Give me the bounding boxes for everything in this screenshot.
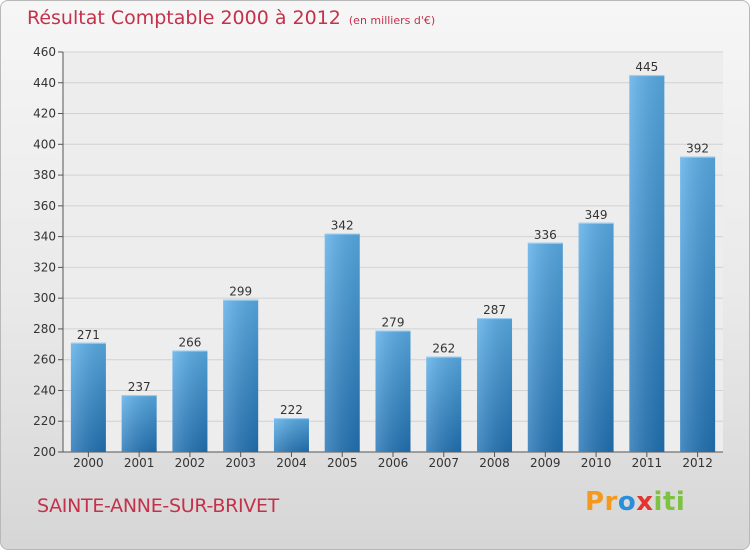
x-tick-label-2012: 2012 [682,456,713,470]
y-tick-label: 200 [33,445,56,459]
x-tick-label-2002: 2002 [175,456,206,470]
commune-name: SAINTE-ANNE-SUR-BRIVET [37,495,279,517]
y-tick-label: 380 [33,168,56,182]
y-tick-label: 340 [33,230,56,244]
value-label-2010: 349 [585,208,608,222]
y-tick-label: 400 [33,137,56,151]
x-tick-label-2006: 2006 [378,456,409,470]
value-label-2012: 392 [686,142,709,156]
bar-shade-2005 [324,233,360,452]
y-tick-label: 440 [33,76,56,90]
x-tick-label-2004: 2004 [276,456,307,470]
value-label-2011: 445 [635,60,658,74]
value-label-2004: 222 [280,403,303,417]
proxiti-logo[interactable]: Proxiti [585,487,686,517]
chart-title-text: Résultat Comptable 2000 à 2012 [27,7,341,29]
y-tick-label: 260 [33,353,56,367]
x-tick-label-2011: 2011 [632,456,663,470]
bar-shade-2007 [426,356,462,452]
bar-shade-2001 [121,395,157,452]
value-label-2003: 299 [229,285,252,299]
y-tick-label: 280 [33,322,56,336]
value-label-2008: 287 [483,303,506,317]
x-tick-label-2001: 2001 [124,456,155,470]
x-tick-label-2005: 2005 [327,456,358,470]
y-tick-label: 220 [33,414,56,428]
value-label-2009: 336 [534,228,557,242]
y-tick-label: 240 [33,383,56,397]
value-label-2000: 271 [77,328,100,342]
x-tick-label-2010: 2010 [581,456,612,470]
bar-shade-2012 [680,156,716,452]
bar-shade-2011 [629,75,665,453]
x-tick-label-2000: 2000 [73,456,104,470]
chart-title: Résultat Comptable 2000 à 2012 (en millie… [27,7,435,29]
y-tick-label: 320 [33,260,56,274]
y-tick-label: 360 [33,199,56,213]
value-label-2001: 237 [128,380,151,394]
bar-shade-2002 [172,350,208,452]
x-tick-label-2009: 2009 [530,456,561,470]
y-tick-label: 460 [33,45,56,59]
bar-shade-2000 [70,342,106,452]
bar-shade-2010 [578,222,614,452]
y-tick-label: 300 [33,291,56,305]
chart-subtitle: (en milliers d'€) [348,14,436,27]
x-tick-label-2007: 2007 [428,456,459,470]
value-label-2007: 262 [432,342,455,356]
value-label-2005: 342 [331,219,354,233]
bar-shade-2009 [527,242,563,452]
x-tick-label-2008: 2008 [479,456,510,470]
bar-shade-2003 [223,299,259,452]
bar-shade-2004 [273,418,309,452]
value-label-2006: 279 [382,315,405,329]
bar-shade-2006 [375,330,411,452]
x-tick-label-2003: 2003 [225,456,256,470]
y-tick-label: 420 [33,107,56,121]
value-label-2002: 266 [178,335,201,349]
bar-shade-2008 [477,318,513,452]
